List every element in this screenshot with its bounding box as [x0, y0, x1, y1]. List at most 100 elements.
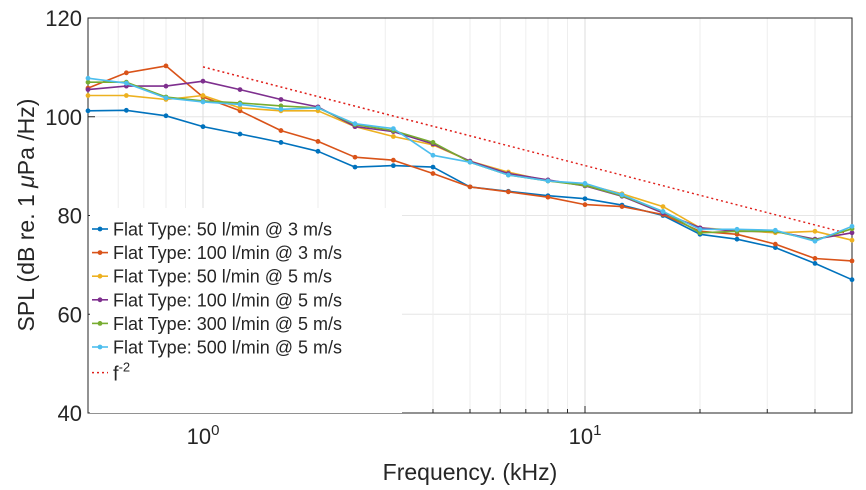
data-point [697, 230, 703, 236]
data-point [163, 63, 169, 69]
data-point [505, 172, 511, 178]
data-point [467, 159, 473, 165]
legend-label: Flat Type: 50 l/min @ 3 m/s [113, 220, 332, 240]
x-tick-label: 100 [187, 422, 220, 449]
data-point [237, 102, 243, 107]
data-point [734, 236, 740, 242]
legend-label: Flat Type: 100 l/min @ 5 m/s [113, 290, 342, 310]
data-point [697, 226, 703, 232]
data-point [849, 230, 855, 236]
data-point [163, 113, 169, 119]
data-point [352, 164, 358, 170]
data-point [352, 154, 358, 160]
legend-item: Flat Type: 100 l/min @ 5 m/s [92, 290, 342, 310]
data-point [123, 93, 129, 98]
legend: Flat Type: 50 l/min @ 3 m/s Flat Type: 10… [90, 208, 402, 413]
data-point [545, 178, 551, 184]
data-point [200, 93, 206, 98]
y-tick-label: 80 [58, 204, 82, 229]
legend-swatch-marker [97, 297, 103, 303]
data-point [812, 260, 818, 266]
y-tick-label: 100 [45, 105, 82, 130]
data-point [660, 209, 666, 214]
y-tick-label: 60 [58, 302, 82, 327]
data-point [390, 163, 396, 169]
data-point [812, 228, 818, 234]
data-point [772, 227, 778, 233]
data-point [237, 105, 243, 111]
data-point [352, 121, 358, 127]
legend-box [90, 208, 402, 413]
data-point [390, 134, 396, 139]
reference-line-f-2 [202, 66, 846, 234]
data-point [163, 83, 169, 89]
data-point [237, 87, 243, 92]
data-point [849, 277, 855, 283]
data-point [85, 75, 91, 81]
data-point [85, 87, 91, 92]
data-point [123, 70, 129, 76]
legend-item: Flat Type: 300 l/min @ 5 m/s [92, 314, 342, 334]
data-point [545, 194, 551, 200]
data-point [430, 171, 436, 176]
data-point [505, 189, 511, 195]
x-tick-label: 101 [569, 422, 602, 449]
legend-label: Flat Type: 500 l/min @ 5 m/s [113, 338, 342, 358]
data-point [812, 238, 818, 244]
legend-swatch-marker [97, 273, 103, 279]
data-point [123, 80, 129, 86]
legend-item: Flat Type: 100 l/min @ 3 m/s [92, 243, 342, 263]
data-point [430, 140, 436, 145]
legend-swatch-marker [97, 321, 103, 326]
x-tick-labels: 100 101 [187, 422, 602, 449]
data-point [660, 204, 666, 210]
data-point [200, 78, 206, 84]
legend-label: f-2 [113, 360, 130, 386]
data-point [278, 128, 284, 133]
legend-swatch-marker [97, 250, 103, 256]
data-point [163, 95, 169, 101]
legend-item-reference: f-2 [92, 360, 130, 386]
data-point [200, 124, 206, 130]
data-point [278, 140, 284, 145]
legend-label: Flat Type: 50 l/min @ 5 m/s [113, 267, 332, 287]
x-axis-label: Frequency. (kHz) [383, 459, 558, 485]
legend-item: Flat Type: 500 l/min @ 5 m/s [92, 338, 342, 358]
data-point [85, 79, 91, 85]
data-point [619, 204, 625, 210]
y-tick-label: 120 [45, 6, 82, 31]
data-point [849, 223, 855, 229]
data-point [278, 97, 284, 102]
series-6 [85, 75, 855, 244]
data-point [390, 157, 396, 163]
legend-label: Flat Type: 100 l/min @ 3 m/s [113, 243, 342, 263]
data-point [315, 105, 321, 111]
legend-label: Flat Type: 300 l/min @ 5 m/s [113, 314, 342, 334]
data-point [772, 241, 778, 247]
data-point [582, 196, 588, 202]
legend-swatch-marker [97, 344, 103, 350]
data-point [849, 258, 855, 264]
reference-line-layer [202, 66, 846, 234]
data-point [582, 202, 588, 208]
data-point [772, 245, 778, 250]
data-point [430, 152, 436, 158]
data-point [390, 126, 396, 131]
data-point [315, 148, 321, 154]
data-point [85, 93, 91, 98]
legend-item: Flat Type: 50 l/min @ 5 m/s [92, 267, 332, 287]
data-point [123, 107, 129, 113]
y-tick-label: 40 [58, 401, 82, 426]
data-point [85, 108, 91, 114]
y-tick-labels: 40 60 80 100 120 [45, 6, 82, 426]
data-point [200, 99, 206, 105]
data-point [619, 192, 625, 198]
data-point [467, 184, 473, 190]
data-point [849, 237, 855, 243]
data-point [315, 139, 321, 144]
series-layer [85, 63, 855, 283]
data-point [734, 226, 740, 232]
data-point [812, 256, 818, 261]
y-axis-label: SPL (dB re. 1 μPa /Hz) [13, 99, 39, 332]
